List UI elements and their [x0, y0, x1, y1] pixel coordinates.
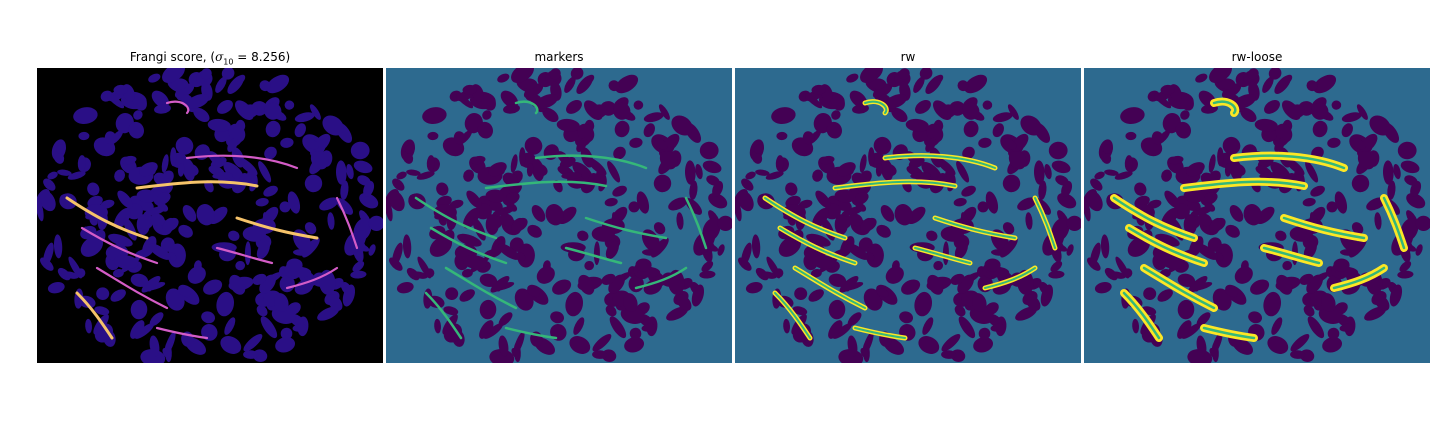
rw-image	[735, 68, 1081, 363]
markers-image-svg	[386, 68, 732, 363]
markers-title: markers	[534, 50, 584, 64]
rw-title: rw	[900, 50, 916, 64]
rw-loose-image-svg	[1084, 68, 1430, 363]
frangi-image-svg	[37, 68, 383, 363]
frangi-title: Frangi score, (σ10 = 8.256)	[129, 50, 291, 67]
rw-image-svg	[735, 68, 1081, 363]
rw-loose-title: rw-loose	[1231, 50, 1283, 64]
frangi-image	[37, 68, 383, 363]
rw-loose-image	[1084, 68, 1430, 363]
markers-image	[386, 68, 732, 363]
